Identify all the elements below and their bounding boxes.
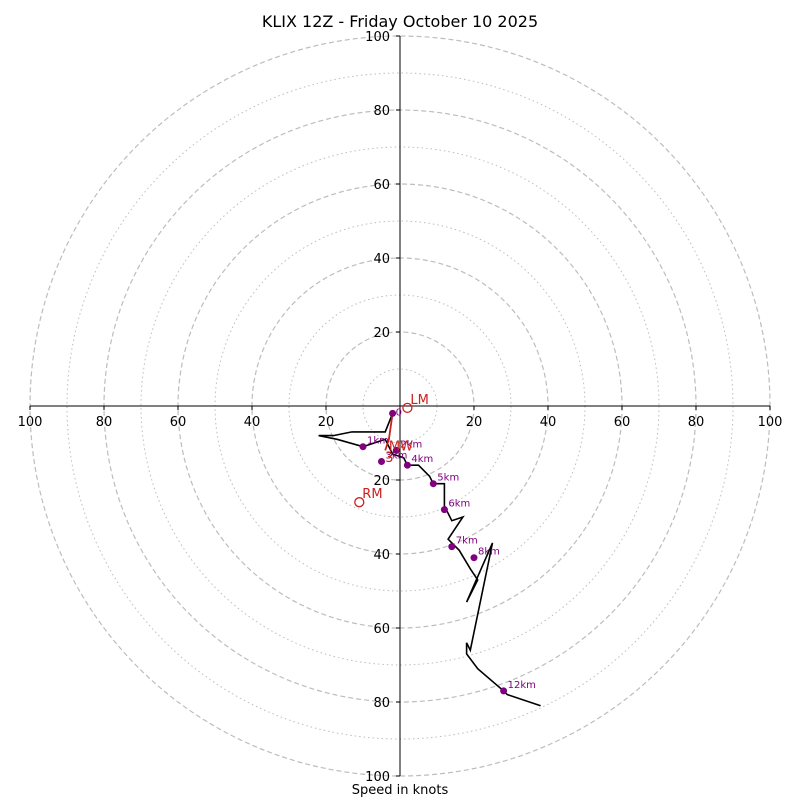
- height-marker-label: 8km: [478, 547, 500, 558]
- y-tick-label: 80: [373, 696, 390, 711]
- y-tick-label: 100: [365, 30, 390, 45]
- x-tick-label: 40: [244, 415, 261, 430]
- height-marker-dot: [378, 458, 385, 465]
- height-marker-label: 0: [396, 407, 402, 418]
- storm-motion-label: 3: [385, 451, 393, 466]
- height-marker-dot: [359, 443, 367, 451]
- x-tick-label: 40: [540, 415, 557, 430]
- chart-title: KLIX 12Z - Friday October 10 2025: [261, 12, 539, 31]
- axis-ticks: 100 80 60 40 20 20 40 60 80 100 100 80 60 40 20 20 40 60 8…: [18, 30, 783, 785]
- height-marker-dot: [403, 461, 411, 469]
- y-tick-label: 40: [373, 548, 390, 563]
- wind-trace: [318, 413, 541, 707]
- storm-motion-label: MW: [389, 440, 413, 455]
- x-axis-label: Speed in knots: [351, 783, 449, 798]
- y-tick-label: 20: [373, 326, 390, 341]
- height-marker-dot: [500, 687, 508, 695]
- x-tick-label: 80: [688, 415, 705, 430]
- x-tick-label: 20: [318, 415, 335, 430]
- effective-shear: [384, 413, 394, 451]
- height-marker-label: 2km: [400, 439, 422, 450]
- height-marker-dot: [470, 554, 478, 562]
- x-tick-label: 60: [170, 415, 187, 430]
- y-tick-label: 20: [373, 474, 390, 489]
- y-tick-label: 100: [365, 770, 390, 785]
- hodograph-trace-line: [318, 413, 541, 707]
- effective-shear-line: [384, 413, 394, 451]
- storm-motion-marker: [354, 497, 365, 508]
- storm-motion-marker: [402, 402, 413, 414]
- height-marker-label: 7km: [456, 536, 478, 547]
- storm-motion-label: LM: [410, 393, 428, 408]
- storm-motion: LM RM MW3: [354, 393, 429, 508]
- height-marker-label: 5km: [437, 473, 459, 484]
- y-tick-label: 80: [373, 104, 390, 119]
- x-tick-label: 60: [614, 415, 631, 430]
- height-marker-label: 12km: [508, 680, 536, 691]
- height-marker-dot: [429, 480, 437, 488]
- height-marker-label: 1km: [367, 436, 389, 447]
- height-marker-dot: [440, 506, 448, 514]
- storm-motion-label: RM: [362, 487, 382, 502]
- x-tick-label: 20: [466, 415, 483, 430]
- x-tick-label: 100: [18, 415, 43, 430]
- height-marker-dot: [392, 446, 400, 454]
- height-marker-label: 6km: [448, 499, 470, 510]
- height-marker-dot: [448, 543, 456, 551]
- x-tick-label: 80: [96, 415, 113, 430]
- x-tick-label: 100: [758, 415, 783, 430]
- y-tick-label: 60: [373, 622, 390, 637]
- y-tick-label: 60: [373, 178, 390, 193]
- hodograph-axes: [30, 36, 770, 776]
- y-tick-label: 40: [373, 252, 390, 267]
- height-marker-dot: [389, 409, 397, 417]
- height-marker-label: 4km: [411, 454, 433, 465]
- height-marker-label: 3km: [386, 451, 408, 462]
